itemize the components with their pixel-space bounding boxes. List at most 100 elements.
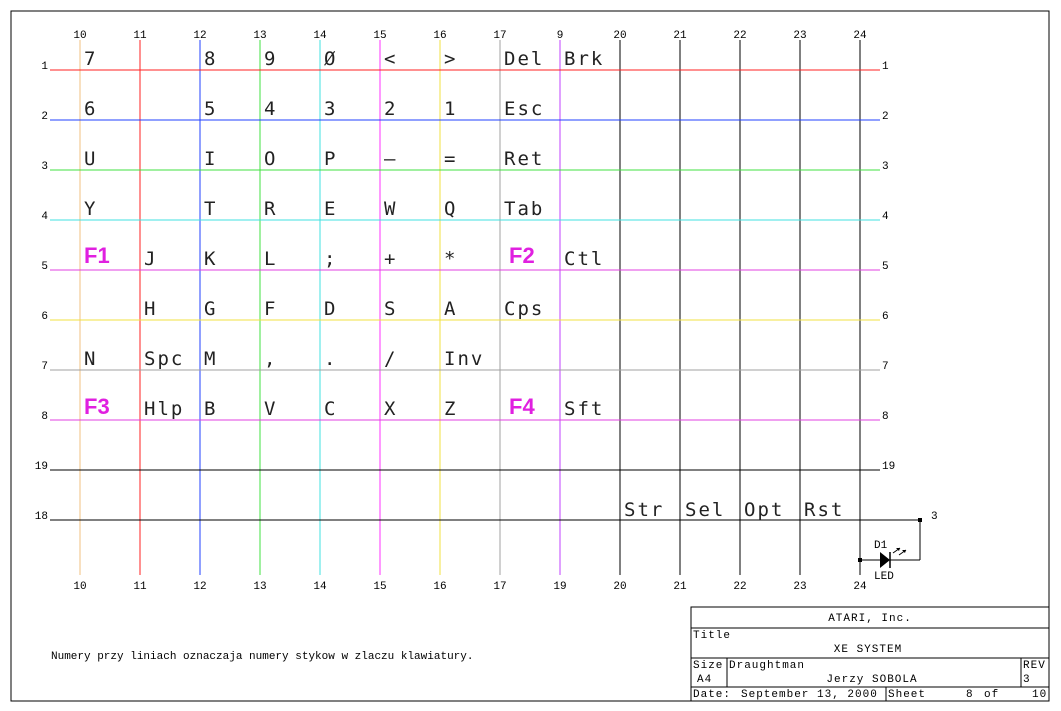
key-label: Y xyxy=(84,198,97,220)
key-label: 1 xyxy=(444,98,457,120)
key-label: P xyxy=(324,148,337,170)
column-label-top: 17 xyxy=(493,30,506,42)
led-pin-label: 3 xyxy=(931,511,938,523)
function-key-f1: F1 xyxy=(84,243,110,268)
column-label-bottom: 17 xyxy=(493,581,506,593)
column-label-top: 12 xyxy=(193,30,206,42)
key-label: + xyxy=(384,248,397,270)
key-label: 7 xyxy=(84,48,97,70)
key-label: R xyxy=(264,198,277,220)
key-label: E xyxy=(324,198,337,220)
column-label-top: 23 xyxy=(793,30,806,42)
key-label: F xyxy=(264,298,277,320)
key-label: Esc xyxy=(504,98,544,120)
key-label: B xyxy=(204,398,217,420)
key-label: Ø xyxy=(324,48,337,70)
console-key-reset: Rst xyxy=(804,499,844,521)
column-label-top: 20 xyxy=(613,30,626,42)
row-label-left: 8 xyxy=(41,411,48,423)
key-label: O xyxy=(264,148,277,170)
row-label-right: 8 xyxy=(882,411,889,423)
size-value: A4 xyxy=(697,674,712,686)
key-label: A xyxy=(444,298,457,320)
column-label-top: 15 xyxy=(373,30,386,42)
row-label-right: 3 xyxy=(882,161,889,173)
column-label-bottom: 24 xyxy=(853,581,867,593)
column-label-bottom: 20 xyxy=(613,581,626,593)
row-label-left: 5 xyxy=(41,261,48,273)
key-label: K xyxy=(204,248,217,270)
title-label: Title xyxy=(693,630,731,642)
key-label: Spc xyxy=(144,348,184,370)
led-cathode-dot xyxy=(858,558,862,562)
led-icon xyxy=(880,552,890,568)
column-label-top: 10 xyxy=(73,30,86,42)
rev-value: 3 xyxy=(1023,674,1031,686)
row-label-left: 6 xyxy=(41,311,48,323)
key-label: Brk xyxy=(564,48,604,70)
date-label: Date: xyxy=(693,689,731,701)
console-key-select: Sel xyxy=(685,499,725,521)
key-label: X xyxy=(384,398,397,420)
key-label: C xyxy=(324,398,337,420)
key-label: 6 xyxy=(84,98,97,120)
key-label: Z xyxy=(444,398,457,420)
key-label: W xyxy=(384,198,397,220)
draughtman-label: Draughtman xyxy=(729,660,805,672)
column-label-top: 9 xyxy=(557,30,564,42)
key-label: Sft xyxy=(564,398,604,420)
key-label: = xyxy=(444,148,457,170)
key-label: Del xyxy=(504,48,544,70)
key-label: H xyxy=(144,298,157,320)
led-label: LED xyxy=(874,571,894,583)
function-key-f2: F2 xyxy=(509,243,535,268)
key-label: 2 xyxy=(384,98,397,120)
key-labels: 7 8 9 Ø < > Del Brk 6 5 4 3 2 1 Esc U I O P – = Ret Y T R E W Q Tab J… xyxy=(84,48,604,420)
key-label: G xyxy=(204,298,217,320)
row-label-left: 2 xyxy=(41,111,48,123)
row-label-left: 4 xyxy=(41,211,48,223)
row-label-left: 7 xyxy=(41,361,48,373)
column-label-top: 24 xyxy=(853,30,867,42)
company-name: ATARI, Inc. xyxy=(828,613,912,625)
key-label: 4 xyxy=(264,98,277,120)
key-label: M xyxy=(204,348,217,370)
column-label-top: 22 xyxy=(733,30,746,42)
function-key-f3: F3 xyxy=(84,394,110,419)
key-label: T xyxy=(204,198,217,220)
key-label: L xyxy=(264,248,277,270)
column-label-bottom: 10 xyxy=(73,581,86,593)
key-label: 3 xyxy=(324,98,337,120)
row-label-left: 18 xyxy=(35,511,48,523)
key-label: V xyxy=(264,398,277,420)
row-label-right: 6 xyxy=(882,311,889,323)
column-label-bottom: 14 xyxy=(313,581,327,593)
column-label-bottom: 21 xyxy=(673,581,687,593)
key-label: U xyxy=(84,148,97,170)
column-label-top: 13 xyxy=(253,30,266,42)
sheet-number: 8 xyxy=(966,689,974,701)
row-label-right: 1 xyxy=(882,61,889,73)
row-label-right: 7 xyxy=(882,361,889,373)
key-label: ; xyxy=(324,248,337,270)
key-label: N xyxy=(84,348,97,370)
matrix-lines xyxy=(50,40,920,575)
console-key-start: Str xyxy=(624,499,664,521)
led-ref: D1 xyxy=(874,540,888,552)
sheet-label: Sheet xyxy=(888,689,926,701)
key-label: 8 xyxy=(204,48,217,70)
column-label-bottom: 15 xyxy=(373,581,386,593)
drawing-frame xyxy=(10,10,1050,702)
key-label: > xyxy=(444,48,457,70)
key-label: D xyxy=(324,298,337,320)
drawing-note: Numery przy liniach oznaczaja numery sty… xyxy=(51,651,473,663)
key-label: Ctl xyxy=(564,248,604,270)
key-label: , xyxy=(264,348,277,370)
author-name: Jerzy SOBOLA xyxy=(826,674,917,686)
row-label-right: 19 xyxy=(882,461,895,473)
key-label: Ret xyxy=(504,148,544,170)
row-label-right: 5 xyxy=(882,261,889,273)
key-label: / xyxy=(384,348,397,370)
led-pin-dot xyxy=(918,518,922,522)
